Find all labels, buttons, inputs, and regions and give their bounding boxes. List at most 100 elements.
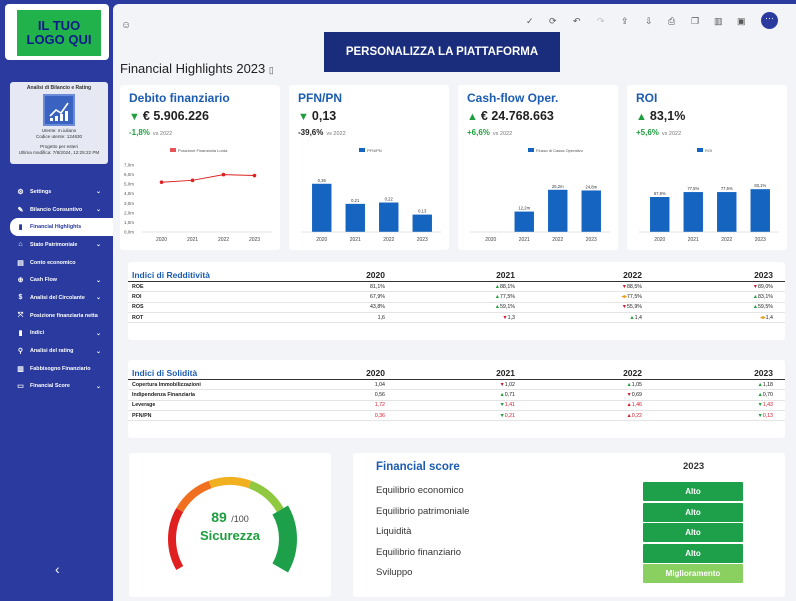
trend-icon: ◂▸: [760, 314, 766, 321]
table-cell: 67,9%: [369, 293, 385, 300]
book-icon[interactable]: ▯: [268, 65, 274, 75]
y-tick-label: 5,0m: [124, 182, 134, 187]
sidebar-item-financial-score[interactable]: ▭ Financial Score ⌄: [10, 378, 113, 396]
score-label: Equilibrio finanziario: [376, 546, 462, 558]
trend-icon: ▲: [494, 304, 500, 311]
trend-icon: ◂▸: [621, 293, 627, 300]
bar-label: 12,2m: [518, 206, 530, 211]
bar-label: 24,8m: [585, 184, 597, 189]
header-cell: 2020: [366, 269, 385, 280]
x-tick-label: 2020: [485, 237, 496, 243]
trend-icon: ▼: [499, 412, 505, 419]
score-badge: Alto: [643, 502, 743, 522]
more-menu-icon[interactable]: ⋯: [761, 12, 778, 29]
x-tick-label: 2021: [350, 237, 361, 243]
logo-container: IL TUO LOGO QUI: [5, 4, 109, 60]
sidebar-nav: ⚙ Settings ⌄ ✎ Bilancio Consuntivo ⌄ ▮ Financia…: [10, 183, 113, 395]
x-tick-label: 2020: [156, 237, 167, 243]
card-value: ▲ € 24.768.663: [467, 109, 554, 123]
gauge-svg: [168, 477, 297, 573]
table-cell: 81,1%: [369, 283, 385, 290]
row-label: Indipendenza Finanziaria: [132, 391, 195, 398]
check-icon[interactable]: ✓: [526, 16, 534, 26]
table-cell: ▲1,4: [629, 314, 642, 321]
undo-icon[interactable]: ↶: [573, 16, 581, 26]
card-delta: -1,8% vs 2022: [129, 128, 173, 137]
card-delta: +5,6% vs 2022: [636, 128, 682, 137]
upload-icon[interactable]: ⇪: [621, 16, 629, 26]
header-cell: 2023: [754, 367, 773, 378]
sidebar-item-cash-flow[interactable]: ⊕ Cash Flow ⌄: [10, 271, 113, 289]
nav-label: Fabbisogno Finanziario: [30, 365, 91, 372]
table-cell: ▲0,22: [626, 412, 642, 419]
x-tick-label: 2023: [249, 237, 260, 243]
bar: [345, 203, 365, 232]
sidebar-item-stato-patrimoniale[interactable]: ⌂ Stato Patrimoniale ⌄: [10, 236, 113, 254]
profile-avatar[interactable]: [43, 94, 75, 126]
financial-score-year: 2023: [683, 461, 705, 472]
y-tick-label: 3,0m: [124, 201, 134, 206]
sidebar-item-conto-economico[interactable]: ▤ Conto economico: [10, 254, 113, 272]
trend-icon: ▼: [499, 381, 505, 388]
sync-icon[interactable]: ⟳: [549, 16, 557, 26]
down-arrow-icon: ▼: [298, 111, 309, 123]
copy-icon[interactable]: ❐: [691, 16, 700, 26]
score-badge: Alto: [643, 482, 743, 501]
sidebar-item-settings[interactable]: ⚙ Settings ⌄: [10, 183, 113, 201]
table-cell: ▲1,18: [757, 381, 773, 388]
trend-icon: ▼: [621, 304, 627, 311]
score-label: Liquidità: [376, 526, 412, 537]
panel-icon[interactable]: ▣: [737, 16, 746, 26]
data-point: [221, 172, 226, 177]
trend-icon: ▲: [752, 304, 758, 311]
columns-icon[interactable]: ▥: [714, 16, 723, 26]
profile-code: Codice utente: 124630: [35, 134, 83, 139]
chevron-down-icon: ⌄: [95, 242, 101, 249]
card-title: Cash-flow Oper.: [467, 91, 559, 105]
gauge-segment: [176, 480, 212, 513]
sidebar-item-posizione-finanziaria-netta[interactable]: ⤧ Posizione finanziaria netta: [10, 307, 113, 325]
gauge-segment: [208, 477, 252, 489]
sidebar-item-indici[interactable]: ▮ Indici ⌄: [10, 325, 113, 343]
header-cell: 2022: [623, 367, 642, 378]
table-row: ROE 81,1% ▲88,1% ▼88,5% ▼89,0%: [128, 282, 785, 293]
score-label: Sviluppo: [376, 567, 413, 578]
score-label: Equilibrio economico: [376, 485, 464, 496]
collapse-sidebar-icon[interactable]: ‹: [55, 561, 60, 577]
download-icon[interactable]: ⇩: [645, 16, 653, 26]
page-title: Financial Highlights 2023 ▯: [120, 61, 274, 76]
x-tick-label: 2022: [552, 237, 563, 243]
table-cell: 1,04: [374, 381, 385, 388]
sidebar-item-financial-highlights[interactable]: ▮ Financial Highlights: [10, 218, 113, 237]
table-cell: ▼0,13: [757, 412, 773, 419]
trend-icon: ▲: [626, 402, 632, 409]
sidebar: IL TUO LOGO QUI Analisi di Bilancio e Ra…: [0, 0, 113, 601]
table-cell: 43,8%: [369, 304, 385, 311]
sidebar-item-analisi-del-rating[interactable]: ⚲ Analisi del rating ⌄: [10, 342, 113, 360]
brain-icon[interactable]: ☺: [121, 20, 132, 31]
legend-swatch: [170, 148, 176, 152]
card-value: ▼ € 5.906.226: [129, 109, 209, 123]
y-tick-label: 4,0m: [124, 191, 134, 196]
nav-label: Cash Flow: [30, 277, 57, 284]
sidebar-item-analisi-del-circolante[interactable]: $ Analisi del Circolante ⌄: [10, 289, 113, 307]
row-label: Copertura Immobilizzazioni: [132, 381, 201, 388]
header-cell: 2023: [754, 269, 773, 280]
sidebar-item-bilancio-consuntivo[interactable]: ✎ Bilancio Consuntivo ⌄: [10, 201, 113, 219]
nav-label: Posizione finanziaria netta: [30, 312, 98, 319]
table-row: ROS 43,8% ▲59,1% ▼55,9% ▲59,5%: [128, 303, 785, 313]
bar-label: 77,5%: [687, 186, 699, 191]
bar-label: 67,9%: [654, 191, 666, 196]
logo[interactable]: IL TUO LOGO QUI: [17, 10, 101, 56]
redo-icon[interactable]: ↷: [597, 16, 605, 26]
sidebar-item-fabbisogno-finanziario[interactable]: ▥ Fabbisogno Finanziario: [10, 360, 113, 378]
x-tick-label: 2023: [417, 237, 428, 243]
row-label: ROT: [132, 314, 144, 321]
score-badge: Alto: [643, 543, 743, 563]
financial-score-panel: Financial score 2023 Equilibrio economic…: [353, 453, 785, 597]
table-cell: ▲83,1%: [752, 293, 773, 300]
row-label: ROI: [132, 293, 142, 300]
customize-platform-banner[interactable]: PERSONALIZZA LA PIATTAFORMA: [324, 32, 560, 72]
save-icon[interactable]: ⎙: [668, 16, 676, 26]
data-point: [252, 173, 257, 178]
